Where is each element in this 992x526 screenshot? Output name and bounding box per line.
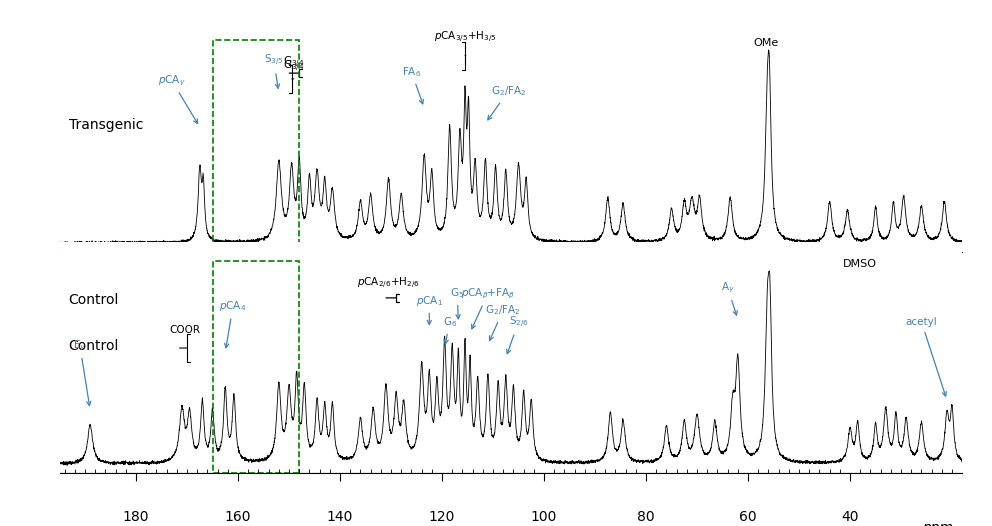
Text: Control: Control — [68, 339, 119, 353]
Text: FA$_6$: FA$_6$ — [402, 65, 424, 104]
Text: $p$CA$_\beta$+FA$_\beta$: $p$CA$_\beta$+FA$_\beta$ — [461, 286, 515, 329]
Text: S$_{3/5}$: S$_{3/5}$ — [264, 53, 284, 88]
Bar — [212, 41, 300, 252]
Text: OMe: OMe — [753, 38, 779, 48]
Text: G$_2$/FA$_2$: G$_2$/FA$_2$ — [488, 84, 526, 120]
Text: S$_{2/6}$: S$_{2/6}$ — [507, 315, 529, 354]
Text: G$_{3/4}$: G$_{3/4}$ — [284, 59, 305, 74]
Text: $p$CA$_1$: $p$CA$_1$ — [416, 294, 442, 325]
Text: acetyl: acetyl — [906, 317, 946, 396]
Text: E$_\gamma$: E$_\gamma$ — [73, 338, 91, 406]
Text: $p$CA$_4$: $p$CA$_4$ — [219, 299, 247, 348]
Text: $p$CA$_\gamma$: $p$CA$_\gamma$ — [158, 73, 197, 124]
Text: G$_6$: G$_6$ — [442, 315, 456, 344]
Text: DMSO: DMSO — [843, 259, 877, 269]
Text: Control: Control — [68, 293, 119, 307]
Text: G$_{3/4}$: G$_{3/4}$ — [284, 55, 305, 70]
Text: $p$CA$_{3/5}$+H$_{3/5}$: $p$CA$_{3/5}$+H$_{3/5}$ — [434, 30, 496, 45]
Text: G$_5$: G$_5$ — [450, 286, 464, 319]
Bar — [212, 261, 300, 473]
Text: ppm: ppm — [923, 521, 953, 526]
Text: G$_2$/FA$_2$: G$_2$/FA$_2$ — [485, 304, 521, 340]
Text: A$_\gamma$: A$_\gamma$ — [721, 280, 737, 315]
Text: $p$CA$_{2/6}$+H$_{2/6}$: $p$CA$_{2/6}$+H$_{2/6}$ — [357, 276, 420, 291]
Text: COOR: COOR — [169, 325, 200, 335]
Text: Transgenic: Transgenic — [68, 118, 143, 132]
